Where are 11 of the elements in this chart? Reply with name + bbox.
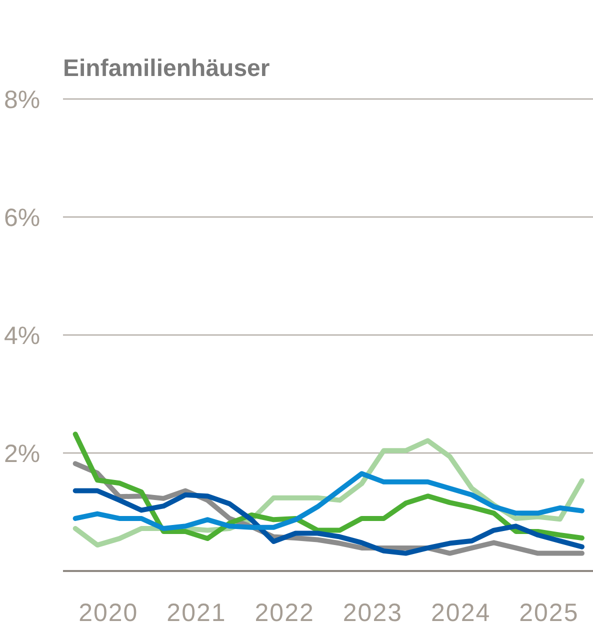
x-tick-label: 2025	[519, 599, 579, 627]
x-tick-label: 2024	[431, 599, 491, 627]
y-tick-label: 4%	[4, 322, 40, 350]
x-tick-label: 2022	[254, 599, 314, 627]
y-tick-label: 8%	[4, 86, 40, 114]
x-tick-label: 2023	[342, 599, 403, 627]
chart-title: Einfamilienhäuser	[63, 55, 270, 82]
x-tick-label: 2020	[78, 599, 138, 627]
y-tick-label: 6%	[4, 204, 40, 232]
x-tick-label: 2021	[166, 599, 226, 627]
y-tick-label: 2%	[4, 440, 40, 468]
